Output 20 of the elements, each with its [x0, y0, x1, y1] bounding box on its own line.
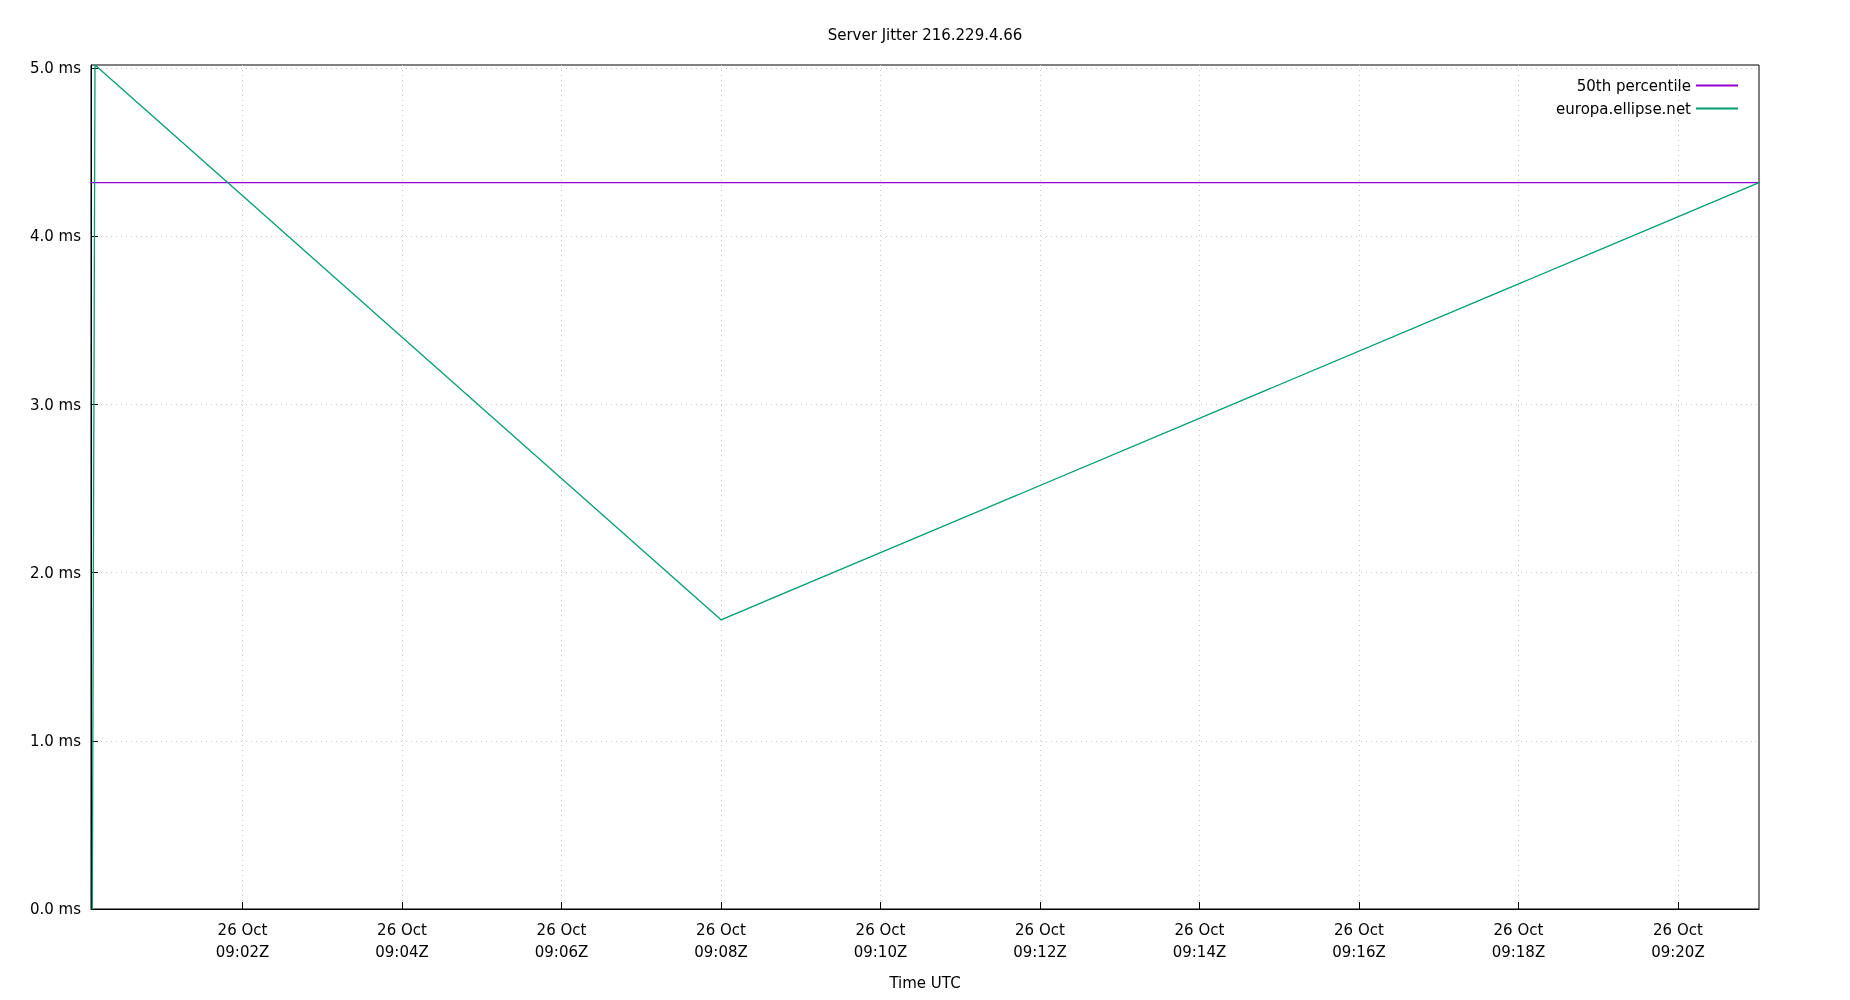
x-tick-label: 26 Oct 09:16Z	[1332, 921, 1386, 961]
x-tick-label: 26 Oct 09:12Z	[1013, 921, 1067, 961]
y-tick-label: 3.0 ms	[29, 395, 82, 414]
x-tick-label: 26 Oct 09:04Z	[375, 921, 429, 961]
x-tick-label: 26 Oct 09:02Z	[215, 921, 270, 961]
y-tick-label: 4.0 ms	[29, 227, 82, 246]
x-tick-label: 26 Oct 09:14Z	[1172, 921, 1227, 961]
chart-title: Server Jitter 216.229.4.66	[827, 25, 1023, 44]
legend-label: europa.ellipse.net	[1556, 99, 1692, 118]
y-tick-label: 2.0 ms	[29, 563, 82, 582]
x-tick-label: 26 Oct 09:10Z	[853, 921, 908, 961]
y-tick-label: 5.0 ms	[29, 59, 82, 78]
x-axis-title: Time UTC	[888, 973, 961, 992]
legend-label: 50th percentile	[1576, 76, 1691, 95]
x-tick-label: 26 Oct 09:18Z	[1491, 921, 1546, 961]
x-tick-label: 26 Oct 09:06Z	[534, 921, 589, 961]
x-tick-label: 26 Oct 09:08Z	[694, 921, 748, 961]
y-tick-label: 1.0 ms	[29, 731, 82, 750]
y-tick-label: 0.0 ms	[29, 900, 82, 918]
x-tick-label: 26 Oct 09:20Z	[1651, 921, 1705, 961]
